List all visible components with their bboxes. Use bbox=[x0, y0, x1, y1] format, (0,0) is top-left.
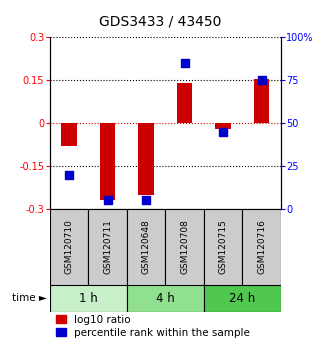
Point bbox=[105, 198, 110, 203]
Bar bbox=[88, 209, 127, 285]
Text: GDS3433 / 43450: GDS3433 / 43450 bbox=[99, 14, 222, 28]
Legend: log10 ratio, percentile rank within the sample: log10 ratio, percentile rank within the … bbox=[56, 315, 250, 338]
Text: GSM120716: GSM120716 bbox=[257, 219, 266, 274]
Text: GSM120708: GSM120708 bbox=[180, 219, 189, 274]
Point bbox=[259, 77, 264, 83]
Text: GSM120710: GSM120710 bbox=[65, 219, 74, 274]
Bar bbox=[215, 123, 231, 129]
Text: 24 h: 24 h bbox=[229, 292, 256, 305]
Bar bbox=[50, 285, 127, 312]
Bar bbox=[204, 209, 242, 285]
Text: 4 h: 4 h bbox=[156, 292, 175, 305]
Bar bbox=[127, 285, 204, 312]
Bar bbox=[165, 209, 204, 285]
Text: GSM120715: GSM120715 bbox=[219, 219, 228, 274]
Bar bbox=[177, 83, 192, 123]
Bar bbox=[138, 123, 154, 195]
Point bbox=[66, 172, 72, 177]
Bar bbox=[242, 209, 281, 285]
Bar bbox=[100, 123, 115, 200]
Text: 1 h: 1 h bbox=[79, 292, 98, 305]
Bar bbox=[61, 123, 77, 146]
Bar bbox=[204, 285, 281, 312]
Text: GSM120648: GSM120648 bbox=[142, 219, 151, 274]
Bar bbox=[50, 209, 88, 285]
Point bbox=[221, 129, 226, 135]
Point bbox=[182, 60, 187, 66]
Text: time ►: time ► bbox=[12, 293, 47, 303]
Point bbox=[143, 198, 149, 203]
Bar bbox=[127, 209, 165, 285]
Text: GSM120711: GSM120711 bbox=[103, 219, 112, 274]
Bar bbox=[254, 79, 269, 123]
